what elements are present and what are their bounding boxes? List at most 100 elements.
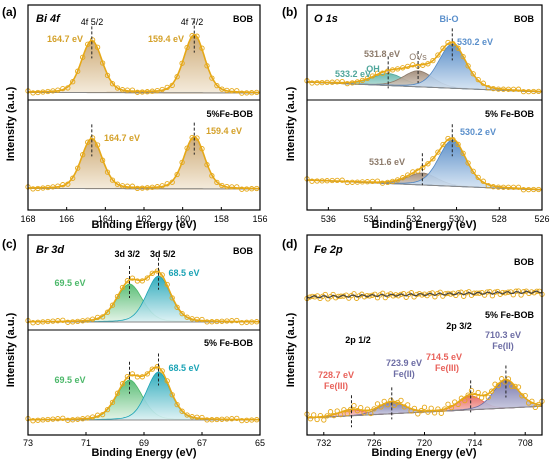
o-bob-data-point-72	[425, 61, 431, 67]
fe-fe-data-point-12	[324, 413, 330, 419]
fe-fe-data-point-112	[492, 381, 498, 387]
br-fe-data-point-111	[209, 417, 215, 423]
fe-fe-data-point-30	[354, 408, 361, 414]
o-fe-data-point-99	[470, 168, 476, 174]
fe-bob-data-point-27	[374, 295, 381, 301]
br-fe-data-point-132	[244, 417, 250, 423]
br-fe-data-point-105	[199, 414, 205, 421]
o-bob-data-point-123	[510, 86, 517, 92]
bi-fe-data-point-15	[50, 184, 56, 190]
o-fe-data-point-24	[344, 179, 350, 186]
panel-b-peak-label-ovs2: 531.6 eV	[369, 157, 405, 167]
bi-bob-data-point-21	[60, 85, 66, 92]
bi-fe-data-point-93	[179, 159, 185, 166]
br-bob-data-point-111	[209, 319, 215, 325]
fe-fe-data-point-100	[472, 392, 478, 399]
fe-bob-data-point-13	[338, 293, 344, 299]
o-bob-baseline	[306, 81, 543, 93]
br-fe-data-point-54	[114, 390, 121, 396]
fe-fe-data-point-92	[458, 395, 465, 401]
xtick-label-a-1: 166	[59, 214, 74, 224]
fe-fe-data-point-134	[529, 398, 535, 404]
panel-a-peak-label-3: 164.7 eV	[104, 133, 140, 143]
fe-bob-data-point-76	[502, 290, 509, 296]
bi-fe-data-point-18	[55, 183, 61, 189]
br-fe-data-point-108	[204, 417, 210, 423]
panel-c-peak-label-3: 69.5 eV	[54, 375, 85, 385]
bi-bob-data-point-87	[169, 82, 175, 89]
fe-bob-data-point-38	[403, 294, 409, 300]
o-bob-data-point-21	[339, 78, 345, 85]
bi-fe-data-point-117	[219, 182, 225, 189]
br-fe-data-point-30	[75, 416, 81, 422]
panel-a-state-1: 4f 5/2	[81, 17, 104, 27]
bi-fe-component-0	[27, 138, 261, 190]
fe-fe-data-point-114	[495, 382, 502, 388]
br-bob-data-point-87	[169, 295, 175, 301]
panel-d: (d) Intensity (a.u.) Binding Energy (eV)…	[282, 234, 545, 459]
panel-d-state-1: Fe(III)	[324, 381, 348, 391]
bi-fe-data-point-54	[114, 181, 121, 187]
bi-fe-data-point-9	[40, 185, 46, 191]
fe-fe-data-point-104	[478, 395, 485, 401]
panel-c-xlabel: Binding Energy (eV)	[91, 447, 196, 459]
o-bob-data-point-51	[389, 67, 396, 73]
o-fe-data-point-6	[314, 178, 320, 184]
br-bob-data-point-129	[239, 319, 245, 326]
bi-fe-data-point-129	[239, 186, 245, 192]
panel-b-peak-label-bio2: 530.2 eV	[460, 127, 496, 137]
br-bob-data-point-108	[204, 319, 210, 325]
panel-b-sample-1: BOB	[514, 14, 535, 24]
o-bob-data-point-78	[435, 52, 441, 58]
panel-d-annot-2: 2p 3/2	[446, 321, 472, 331]
bi-fe-data-point-39	[89, 135, 96, 141]
bi-bob-data-point-135	[249, 90, 255, 96]
br-bob-data-point-36	[85, 317, 91, 323]
bi-fe-data-point-126	[234, 184, 240, 190]
panel-a-peak-label-2: 159.4 eV	[148, 34, 184, 44]
panel-d-sample-1: BOB	[514, 257, 535, 267]
o-bob-data-point-75	[430, 57, 436, 64]
o-bob-data-point-84	[445, 39, 451, 46]
fe-fe-data-point-84	[445, 401, 451, 407]
br-bob-data-point-45	[99, 314, 106, 320]
br-bob-data-point-102	[194, 316, 200, 323]
o-fe-data-point-102	[475, 174, 481, 181]
panel-a-sample-2: 5%Fe-BOB	[206, 109, 253, 119]
bi-bob-data-point-51	[109, 81, 116, 87]
fe-bob-data-point-62	[466, 289, 472, 295]
o-fe-data-point-12	[324, 178, 330, 184]
fe-fe-data-point-36	[364, 406, 371, 412]
panel-a-peak-label-4: 159.4 eV	[206, 126, 242, 136]
br-fe-data-point-72	[144, 371, 150, 377]
panel-a: (a) Intensity (a.u.) Binding Energy (eV)…	[2, 4, 268, 231]
xtick-label-d-1: 726	[367, 438, 382, 448]
fe-fe-data-point-20	[337, 411, 344, 418]
bi-bob-data-point-24	[65, 85, 71, 91]
panel-d-ylabel: Intensity (a.u.)	[285, 312, 297, 387]
br-fe-data-point-81	[159, 368, 165, 374]
fe-fe-data-point-22	[341, 407, 347, 413]
xtick-label-b-0: 536	[321, 214, 336, 224]
fe-bob-data-point-65	[474, 290, 480, 296]
bi-bob-data-point-138	[254, 89, 260, 96]
bi-bob-data-point-3	[30, 90, 36, 96]
o-fe-data-point-90	[455, 141, 461, 148]
bi-bob-data-point-9	[40, 89, 46, 95]
fe-fe-data-point-90	[455, 401, 461, 408]
fe-fe-data-point-44	[378, 404, 384, 410]
fe-bob-data-point-60	[461, 293, 467, 299]
br-bob-data-point-18	[55, 318, 61, 324]
panel-b-frame	[306, 4, 543, 211]
br-fe-data-point-9	[40, 417, 46, 423]
br-bob-data-point-42	[94, 314, 101, 321]
panel-a-label: (a)	[2, 5, 17, 19]
panel-c-sample-1: BOB	[233, 246, 254, 256]
panel-d-state-3: Fe(III)	[435, 363, 459, 373]
bi-bob-data-point-33	[80, 54, 86, 60]
panel-b-plot	[304, 28, 543, 193]
br-bob-data-point-3	[30, 320, 36, 326]
br-bob-data-point-96	[184, 314, 190, 320]
fe-fe-data-point-40	[371, 406, 377, 412]
